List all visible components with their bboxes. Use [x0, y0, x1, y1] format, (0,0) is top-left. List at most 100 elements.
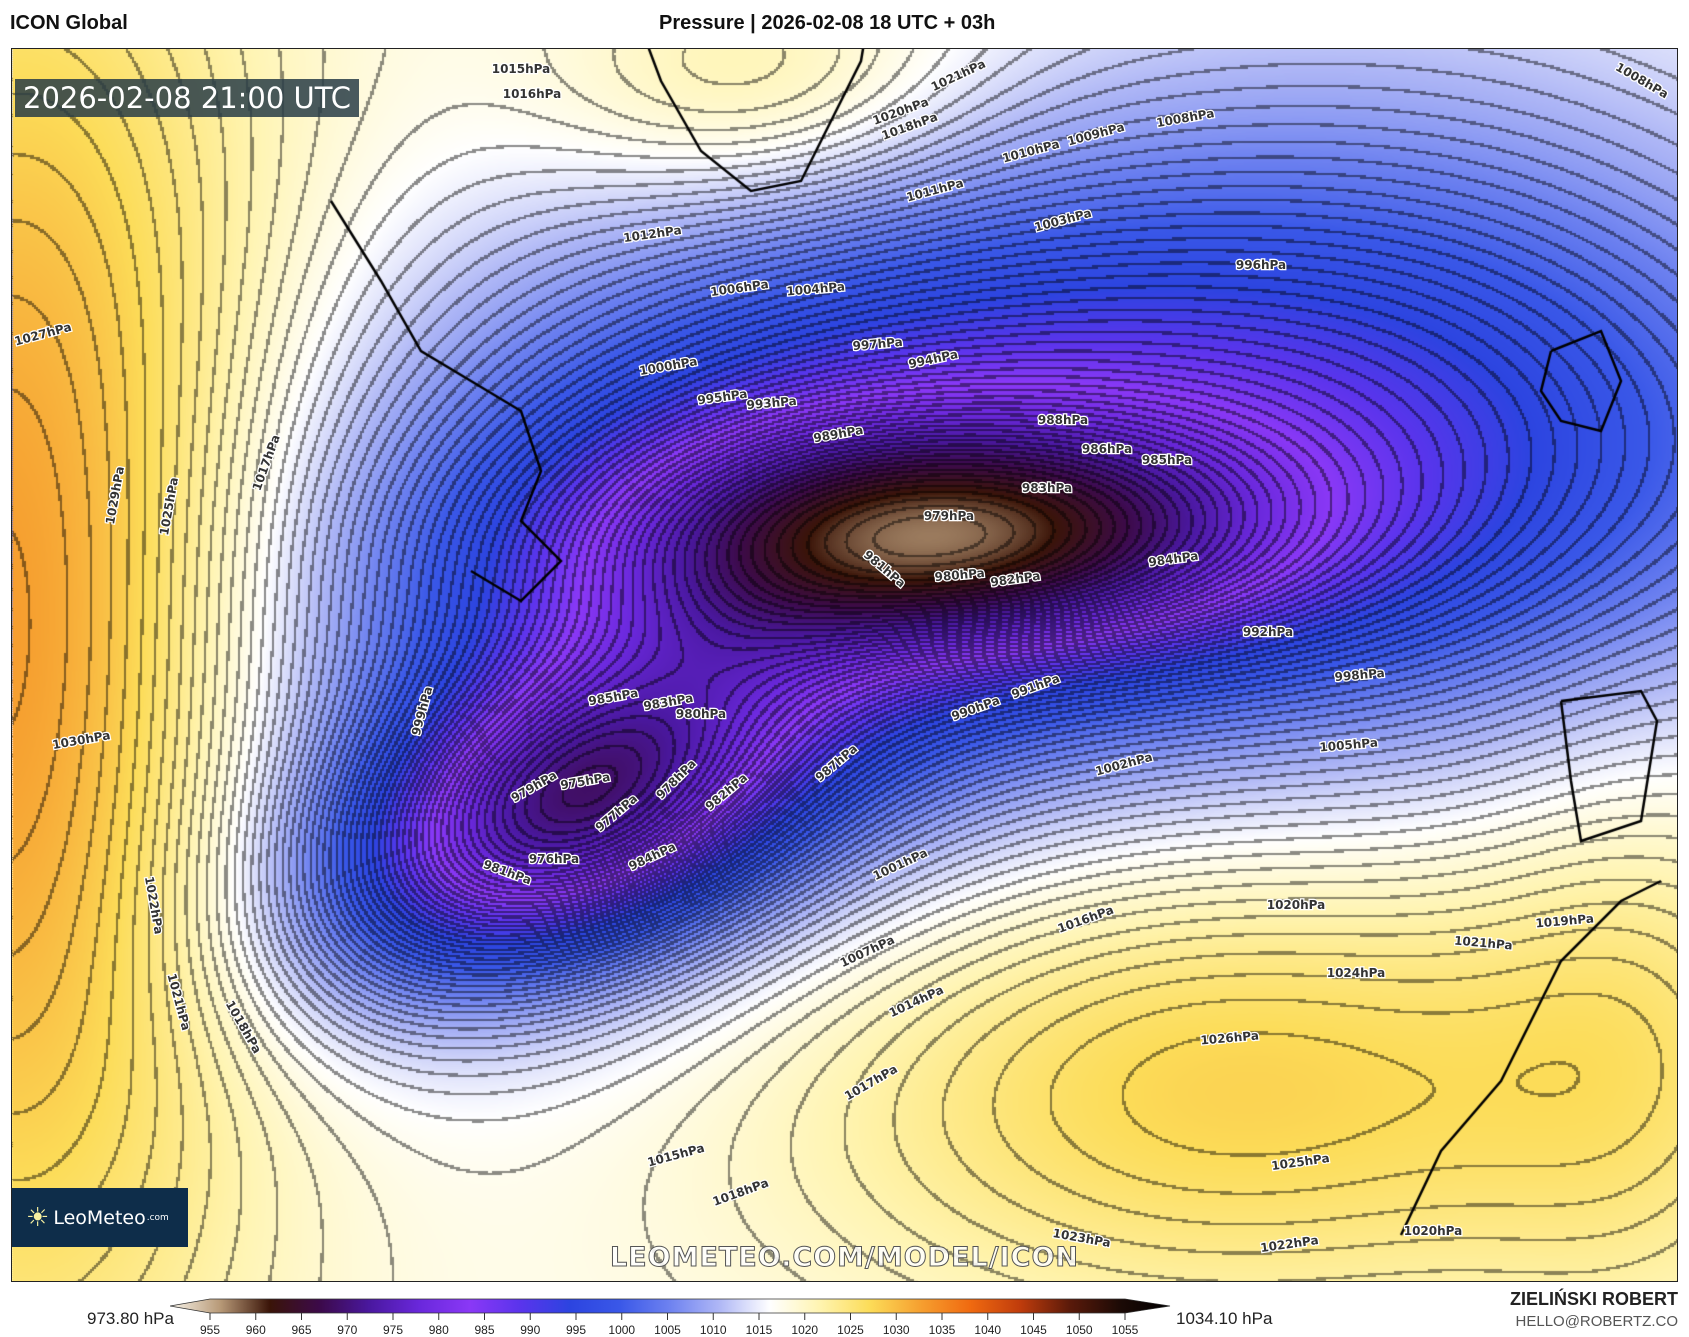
colorbar-tick-label: 995 [566, 1323, 586, 1337]
isobar-label: 990hPa [950, 693, 1002, 723]
isobar-label: 977hPa [593, 791, 640, 834]
isobar-label: 1021hPa [165, 972, 194, 1032]
isobar-label: 979hPa [924, 509, 974, 523]
isobar-label: 981hPa [481, 857, 533, 887]
isobar-label: 989hPa [812, 423, 864, 445]
isobar-label: 1019hPa [1535, 911, 1595, 930]
logo-domain: .com [146, 1212, 169, 1223]
isobar-label: 985hPa [1142, 453, 1192, 467]
isobar-label: 988hPa [1038, 413, 1088, 427]
isobar-label: 979hPa [509, 768, 559, 805]
pressure-field [12, 49, 1677, 1281]
isobar-label: 980hPa [934, 566, 985, 584]
isobar-label: 1008hPa [1155, 106, 1215, 130]
isobar-label: 1015hPa [646, 1141, 706, 1170]
isobar-label: 1008hPa [1613, 60, 1671, 101]
isobar-label: 976hPa [529, 852, 579, 866]
isobar-label: 1024hPa [1327, 966, 1386, 980]
colorbar-tick-label: 975 [383, 1323, 403, 1337]
isobar-label: 999hPa [409, 685, 436, 737]
colorbar-min-label: 973.80 hPa [87, 1309, 174, 1328]
colorbar-tick-label: 985 [474, 1323, 494, 1337]
isobar-label: 984hPa [1148, 549, 1200, 570]
colorbar-tick-label: 1050 [1066, 1323, 1093, 1337]
colorbar-tick-label: 1010 [700, 1323, 727, 1337]
isobar-label: 1011hPa [905, 176, 965, 205]
isobar-label: 1018hPa [711, 1176, 771, 1209]
leometeo-logo[interactable]: ☀ LeoMeteo .com [12, 1188, 188, 1247]
isobar-label: 1025hPa [157, 476, 181, 536]
isobar-label: 1020hPa [1267, 898, 1326, 912]
isobar-label: 1018hPa [223, 998, 264, 1056]
isobar-label: 996hPa [1236, 258, 1286, 272]
colorbar-tick-label: 980 [429, 1323, 449, 1337]
colorbar-tick-label: 1030 [883, 1323, 910, 1337]
isobar-label: 1015hPa [492, 62, 551, 76]
isobar-label: 1030hPa [51, 728, 111, 752]
isobar-label: 1029hPa [103, 465, 127, 525]
isobar-label: 998hPa [1334, 666, 1385, 684]
isobar-label: 975hPa [559, 770, 611, 792]
logo-text: LeoMeteo [53, 1206, 146, 1229]
isobar-label: 1006hPa [709, 277, 769, 299]
isobar-label: 993hPa [746, 394, 797, 412]
isobar-label: 1003hPa [1033, 206, 1093, 235]
isobar-label: 991hPa [1010, 671, 1062, 701]
isobar-label: 1007hPa [838, 933, 897, 970]
isobar-label: 1027hPa [13, 320, 73, 349]
colorbar-max-label: 1034.10 hPa [1176, 1309, 1273, 1328]
colorbar-tick-label: 1045 [1020, 1323, 1047, 1337]
isobar-label: 994hPa [907, 347, 959, 371]
sun-icon: ☀ [26, 1202, 50, 1233]
colorbar-tick-label: 1035 [929, 1323, 956, 1337]
isobar-label: 1026hPa [1200, 1028, 1260, 1047]
isobar-label: 1017hPa [842, 1062, 900, 1103]
isobar-label: 1010hPa [1001, 137, 1061, 166]
model-name: ICON Global [10, 12, 128, 34]
isobar-label: 1025hPa [1270, 1151, 1330, 1173]
isobar-label: 995hPa [697, 387, 749, 408]
colorbar-tick-label: 1055 [1112, 1323, 1139, 1337]
isobar-label: 981hPa [861, 547, 908, 590]
isobar-label: 982hPa [703, 770, 750, 813]
author: ZIELIŃSKI ROBERT [1509, 1289, 1678, 1309]
isobar-label: 1005hPa [1319, 735, 1379, 754]
colorbar-tick-label: 960 [246, 1323, 266, 1337]
isobar-label: 1001hPa [871, 846, 930, 883]
isobar-label: 987hPa [813, 741, 860, 784]
colorbar: 955 960 965 970 975 980 985 990 995 1000 1005 1010 1… [170, 1298, 1171, 1337]
colorbar-ramp [170, 1298, 1171, 1314]
author-email: HELLO@ROBERTZ.CO [1515, 1313, 1678, 1330]
isobar-label: 1020hPa [1404, 1224, 1463, 1238]
colorbar-tick-label: 1005 [654, 1323, 681, 1337]
colorbar-tick-label: 955 [200, 1323, 220, 1337]
colorbar-tick-label: 1025 [837, 1323, 864, 1337]
colorbar-tick-label: 1020 [791, 1323, 818, 1337]
valid-time-badge: 2026-02-08 21:00 UTC [15, 79, 360, 117]
pressure-map[interactable]: 1015hPa 1016hPa 1012hPa 1006hPa 1004hPa 1000h… [11, 48, 1678, 1282]
colorbar-tick-label: 1000 [608, 1323, 635, 1337]
isobar-label: 1014hPa [887, 983, 946, 1020]
map-title: Pressure | 2026-02-08 18 UTC + 03h [659, 12, 996, 34]
isobar-label: 1021hPa [929, 57, 988, 94]
isobar-label: 986hPa [1082, 442, 1132, 456]
isobar-label: 1012hPa [622, 223, 682, 245]
isobar-label: 1021hPa [1454, 933, 1514, 952]
isobar-label: 992hPa [1243, 625, 1293, 639]
isobar-label: 1002hPa [1094, 750, 1154, 779]
colorbar-tick-label: 1015 [746, 1323, 773, 1337]
isobar-label: 978hPa [653, 756, 698, 801]
isobar-label: 1022hPa [142, 875, 166, 935]
isobar-label: 982hPa [990, 569, 1042, 590]
isobar-label: 1016hPa [503, 87, 562, 101]
colorbar-tick-label: 990 [520, 1323, 540, 1337]
isobar-label: 997hPa [852, 335, 903, 353]
isobar-label: 1000hPa [638, 354, 698, 378]
isobar-label: 1009hPa [1066, 120, 1126, 149]
isobar-label: 984hPa [627, 839, 678, 873]
isobar-label: 1017hPa [250, 433, 283, 493]
watermark: LEOMETEO.COM/MODEL/ICON [609, 1242, 1080, 1274]
isobar-label: 985hPa [587, 686, 639, 708]
isobar-label: 983hPa [1022, 481, 1072, 495]
colorbar-tick-label: 970 [337, 1323, 357, 1337]
